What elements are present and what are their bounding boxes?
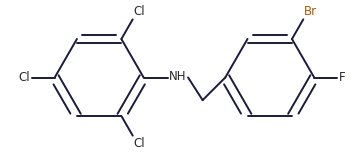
Text: Br: Br bbox=[304, 5, 317, 18]
Text: Cl: Cl bbox=[18, 71, 30, 84]
Text: Cl: Cl bbox=[134, 5, 145, 18]
Text: Cl: Cl bbox=[134, 137, 145, 150]
Text: NH: NH bbox=[169, 70, 186, 83]
Text: F: F bbox=[338, 71, 345, 84]
